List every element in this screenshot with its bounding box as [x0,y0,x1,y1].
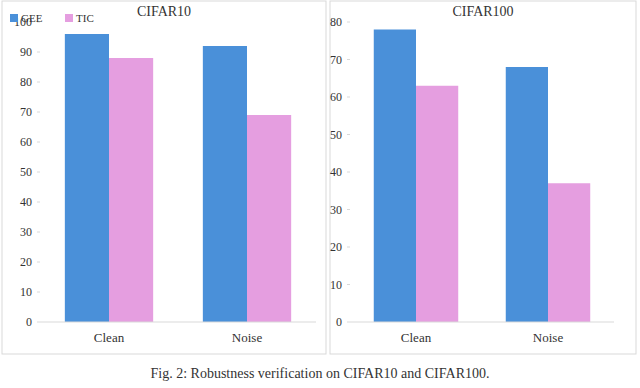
chart-title: CIFAR10 [137,4,191,19]
bar [374,30,416,323]
bar [416,86,458,322]
x-axis [40,322,316,323]
y-tick [37,112,40,113]
y-tick-label: 20 [330,240,342,254]
y-tick [347,209,350,210]
legend-label: TIC [76,12,94,24]
x-tick-label: Clean [94,330,125,345]
y-tick-label: 80 [20,75,32,89]
chart-title: CIFAR100 [452,4,513,19]
y-tick-label: 30 [20,225,32,239]
y-tick-label: 90 [20,45,32,59]
bar [203,46,247,322]
y-tick [347,284,350,285]
y-tick-label: 20 [20,255,32,269]
y-tick-label: 0 [26,315,32,329]
y-tick-label: 50 [330,128,342,142]
y-tick [347,322,350,323]
x-axis [350,322,614,323]
y-tick-label: 30 [330,203,342,217]
legend-swatch [65,14,73,22]
y-tick-label: 40 [20,195,32,209]
bars [374,30,590,323]
y-tick [37,82,40,83]
bar [247,115,291,322]
y-tick-label: 60 [20,135,32,149]
x-tick-label: Noise [533,330,564,345]
panel-border [330,1,636,354]
y-tick [347,247,350,248]
y-tick [347,134,350,135]
y-tick-label: 0 [336,315,342,329]
y-tick-label: 70 [330,53,342,67]
y-tick [347,22,350,23]
x-tick-label: Clean [401,330,432,345]
caption: Fig. 2: Robustness verification on CIFAR… [151,366,490,381]
panel-border [2,1,326,354]
y-tick-label: 10 [330,278,342,292]
y-tick [347,59,350,60]
y-tick-label: 50 [20,165,32,179]
y-tick [347,172,350,173]
bars [65,34,291,322]
y-tick [347,97,350,98]
bar [506,67,548,322]
y-tick [37,52,40,53]
y-tick-label: 70 [20,105,32,119]
y-tick [37,262,40,263]
y-tick-label: 60 [330,90,342,104]
y-tick [37,322,40,323]
y-tick [37,142,40,143]
y-tick [37,232,40,233]
bar [109,58,153,322]
y-tick-label: 10 [20,285,32,299]
y-tick [37,292,40,293]
bar [548,183,590,322]
bar [65,34,109,322]
y-tick [37,202,40,203]
legend-swatch [10,14,18,22]
x-tick-label: Noise [232,330,263,345]
y-tick-label: 40 [330,165,342,179]
legend-label: GEE [21,12,43,24]
y-tick [37,172,40,173]
figure: CIFAR100102030405060708090100CleanNoiseG… [0,0,640,388]
y-tick-label: 80 [330,15,342,29]
